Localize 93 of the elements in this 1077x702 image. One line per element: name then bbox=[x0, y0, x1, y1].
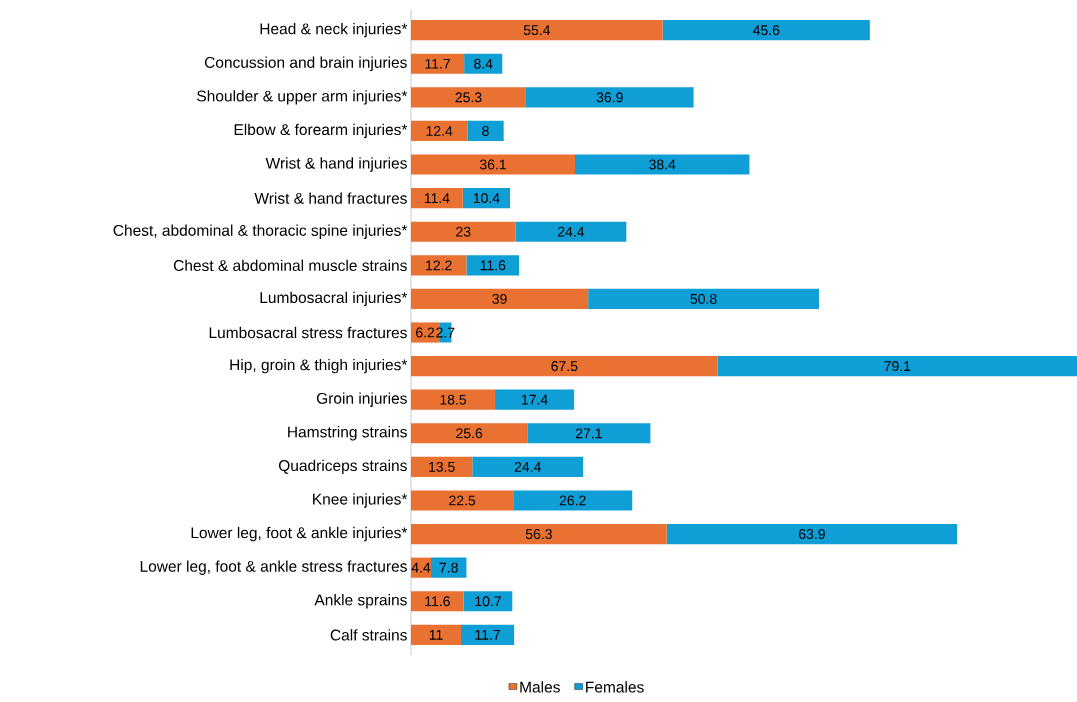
bar bbox=[411, 490, 514, 511]
data-label: 11.7 bbox=[425, 58, 450, 69]
data-label: 36.9 bbox=[596, 92, 623, 103]
y-tick-label: Hamstring strains bbox=[288, 426, 407, 441]
y-tick-label: Chest & abdominal muscle strains bbox=[173, 259, 407, 272]
bar bbox=[588, 288, 819, 309]
bar bbox=[411, 288, 589, 309]
data-label: 25.3 bbox=[455, 92, 482, 103]
y-tick-label: Elbow & forearm injuries* bbox=[234, 123, 408, 139]
data-label: 24.4 bbox=[514, 461, 541, 472]
bar bbox=[575, 154, 750, 175]
bar bbox=[513, 490, 633, 511]
data-label: 11.6 bbox=[480, 260, 506, 271]
bar bbox=[411, 356, 718, 377]
bar bbox=[411, 154, 575, 175]
data-label: 38.4 bbox=[649, 159, 676, 170]
bar bbox=[411, 120, 468, 142]
bar bbox=[515, 221, 627, 242]
bar bbox=[411, 53, 465, 74]
bar bbox=[411, 423, 528, 444]
data-label: 23 bbox=[456, 226, 471, 237]
y-tick-label: Wrist & hand fractures bbox=[254, 192, 407, 204]
y-tick-label: Shoulder & upper arm injuries* bbox=[197, 90, 408, 105]
y-tick-label: Groin injuries bbox=[316, 392, 407, 407]
bar bbox=[411, 87, 526, 108]
data-label: 17.4 bbox=[522, 394, 548, 405]
y-tick-label: Lumbosacral injuries* bbox=[260, 291, 408, 307]
y-tick-label: Quadriceps strains bbox=[278, 459, 407, 475]
data-label: 11.4 bbox=[424, 193, 450, 203]
data-label: 12.4 bbox=[426, 126, 453, 136]
data-label: 56.3 bbox=[525, 529, 552, 540]
data-label: 24.4 bbox=[557, 226, 585, 237]
bar bbox=[463, 591, 513, 612]
bar bbox=[411, 389, 496, 410]
data-label: 8 bbox=[482, 125, 489, 136]
y-tick-label: Lower leg, foot & ankle injuries* bbox=[191, 526, 408, 542]
data-label: 36.1 bbox=[479, 159, 506, 170]
bar bbox=[662, 20, 870, 41]
bar bbox=[472, 456, 584, 477]
data-label: 6.2 bbox=[416, 327, 435, 338]
bar bbox=[411, 255, 467, 276]
data-label: 11.6 bbox=[425, 596, 450, 607]
data-label: 12.2 bbox=[426, 260, 452, 271]
legend-label: Males bbox=[520, 681, 560, 693]
data-label: 27.1 bbox=[575, 428, 602, 439]
data-label: 13.5 bbox=[429, 461, 455, 472]
bar bbox=[466, 255, 520, 276]
bar bbox=[411, 523, 667, 545]
bar bbox=[411, 188, 463, 209]
y-tick-label: Calf strains bbox=[330, 629, 407, 641]
data-label: 39 bbox=[492, 293, 507, 304]
bar bbox=[411, 456, 473, 477]
data-label: 7.8 bbox=[439, 562, 458, 573]
bar bbox=[525, 87, 694, 108]
data-label: 11 bbox=[429, 630, 443, 640]
bar bbox=[411, 624, 461, 645]
data-label: 11.7 bbox=[475, 630, 500, 640]
bar bbox=[467, 120, 504, 142]
data-label: 8.4 bbox=[474, 58, 493, 69]
y-tick-label: Chest, abdominal & thoracic spine injuries* bbox=[113, 224, 408, 239]
y-tick-label: Knee injuries* bbox=[313, 493, 408, 508]
y-tick-label: Lower leg, foot & ankle stress fractures bbox=[140, 560, 407, 575]
data-label: 55.4 bbox=[523, 25, 551, 36]
data-label: 79.1 bbox=[884, 361, 911, 372]
data-label: 26.2 bbox=[559, 495, 586, 506]
data-label: 22.5 bbox=[449, 495, 476, 506]
y-tick-label: Head & neck injuries* bbox=[260, 22, 408, 38]
bar bbox=[527, 423, 651, 444]
y-tick-label: Lumbosacral stress fractures bbox=[209, 326, 407, 339]
bar bbox=[430, 557, 467, 578]
y-tick-label: Concussion and brain injuries bbox=[204, 56, 407, 71]
bar bbox=[460, 624, 515, 645]
bar bbox=[666, 523, 958, 545]
y-tick-label: Hip, groin & thigh injuries* bbox=[230, 358, 408, 374]
y-tick-label: Wrist & hand injuries bbox=[265, 157, 407, 172]
data-label: 67.5 bbox=[551, 361, 578, 372]
bar bbox=[411, 20, 663, 41]
data-label: 63.9 bbox=[799, 529, 825, 540]
legend-label: Females bbox=[586, 681, 644, 693]
data-label: 18.5 bbox=[440, 394, 467, 405]
bar bbox=[717, 356, 1077, 377]
data-label: 10.4 bbox=[473, 193, 500, 204]
data-label: 10.7 bbox=[475, 596, 501, 607]
bar bbox=[495, 389, 575, 410]
data-label: 4.4 bbox=[411, 562, 431, 573]
data-label: 50.8 bbox=[690, 293, 717, 304]
data-label: 25.6 bbox=[456, 428, 483, 439]
y-tick-label: Ankle sprains bbox=[314, 594, 407, 609]
bar bbox=[411, 591, 464, 612]
bar bbox=[411, 221, 516, 242]
data-label: 45.6 bbox=[752, 25, 780, 36]
bar bbox=[464, 53, 503, 74]
bar bbox=[462, 188, 511, 209]
